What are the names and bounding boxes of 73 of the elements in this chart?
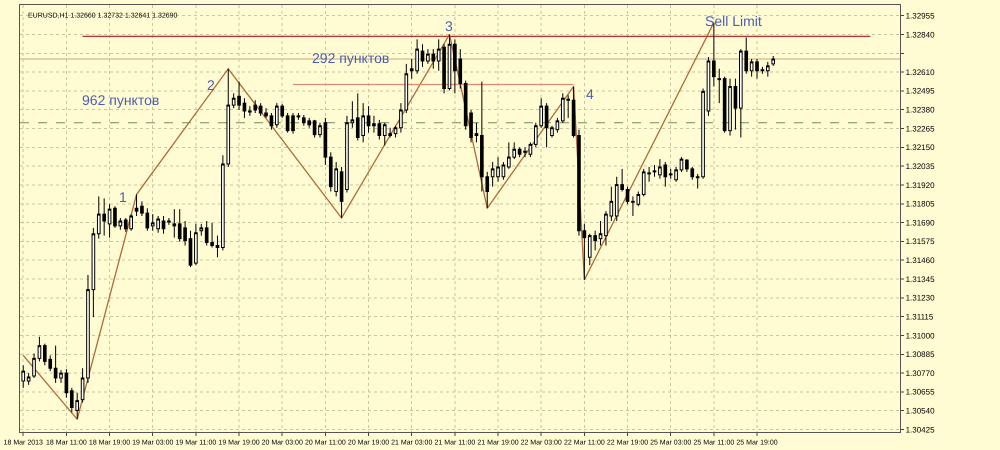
candlestick <box>663 162 668 188</box>
candlestick <box>70 387 74 413</box>
y-tick-label: 1.31230 <box>906 294 936 303</box>
y-tick-label: 1.32035 <box>906 162 936 171</box>
y-tick-label: 1.32840 <box>906 30 936 40</box>
y-tick-label: 1.30655 <box>906 388 936 397</box>
y-tick-label: 1.32495 <box>906 86 936 96</box>
y-tick-label: 1.32380 <box>906 106 936 114</box>
candlestick <box>124 218 128 232</box>
y-tick-label: 1.30885 <box>906 350 936 360</box>
candlestick <box>766 61 770 78</box>
y-tick-label: 1.31805 <box>906 200 936 209</box>
y-tick-label: 1.31690 <box>906 218 936 228</box>
annotation: Sell Limit <box>705 13 762 29</box>
candlestick <box>512 142 516 160</box>
candlestick <box>178 208 182 242</box>
candlestick <box>382 122 387 146</box>
candlestick <box>458 48 462 89</box>
candlestick <box>328 152 333 192</box>
annotation: 292 пунктов <box>312 50 390 66</box>
candlestick <box>771 56 776 66</box>
candlestick <box>199 223 204 236</box>
candlestick <box>410 58 414 80</box>
y-tick-label: 1.31000 <box>906 331 936 340</box>
candlestick <box>690 166 694 180</box>
y-tick-label: 1.32150 <box>906 143 936 152</box>
y-tick-label: 1.31920 <box>906 180 936 190</box>
candlestick <box>588 233 592 266</box>
candlestick <box>280 104 284 118</box>
annotation: 962 пунктов <box>82 92 160 108</box>
candlestick <box>431 48 436 70</box>
candlestick <box>485 171 490 209</box>
y-tick-label: 1.30425 <box>906 425 936 434</box>
candlestick <box>534 122 538 148</box>
candlestick <box>21 364 26 388</box>
candlestick <box>334 162 338 197</box>
y-tick-label: 1.31345 <box>906 274 936 284</box>
candlestick <box>566 94 570 118</box>
candlestick <box>302 114 306 126</box>
candlestick <box>150 214 155 232</box>
candlestick <box>172 208 176 238</box>
candlestick <box>226 68 230 168</box>
y-tick-label: 1.31575 <box>906 237 936 246</box>
candlestick <box>642 168 646 197</box>
candlestick <box>539 98 544 128</box>
candlestick <box>668 168 673 180</box>
candlestick <box>356 92 360 141</box>
y-tick-label: 1.32265 <box>906 124 936 134</box>
candlestick <box>404 63 408 114</box>
candlestick <box>253 100 258 114</box>
annotation: 2 <box>207 77 215 93</box>
annotation: 3 <box>445 18 453 34</box>
candlestick <box>307 117 312 128</box>
candlestick <box>129 214 133 232</box>
annotation: 1 <box>119 189 127 205</box>
candlestick <box>560 92 565 124</box>
candlestick <box>436 38 441 72</box>
candlestick <box>48 354 52 372</box>
candlestick <box>75 392 80 420</box>
candlestick <box>204 220 208 246</box>
y-tick-label: 1.32955 <box>906 11 936 20</box>
y-tick-label: 1.31460 <box>906 256 936 266</box>
annotation: 4 <box>586 86 594 102</box>
y-tick-label: 1.30540 <box>906 406 936 416</box>
candlestick <box>26 372 30 386</box>
candlestick <box>744 36 748 74</box>
y-tick-label: 1.31115 <box>906 312 934 322</box>
candlestick <box>717 68 722 104</box>
y-tick-label: 1.32610 <box>906 68 936 77</box>
y-tick-label: 1.30770 <box>906 368 936 378</box>
candlestick <box>614 176 619 222</box>
candlestick <box>96 196 101 240</box>
candlestick <box>647 166 651 182</box>
